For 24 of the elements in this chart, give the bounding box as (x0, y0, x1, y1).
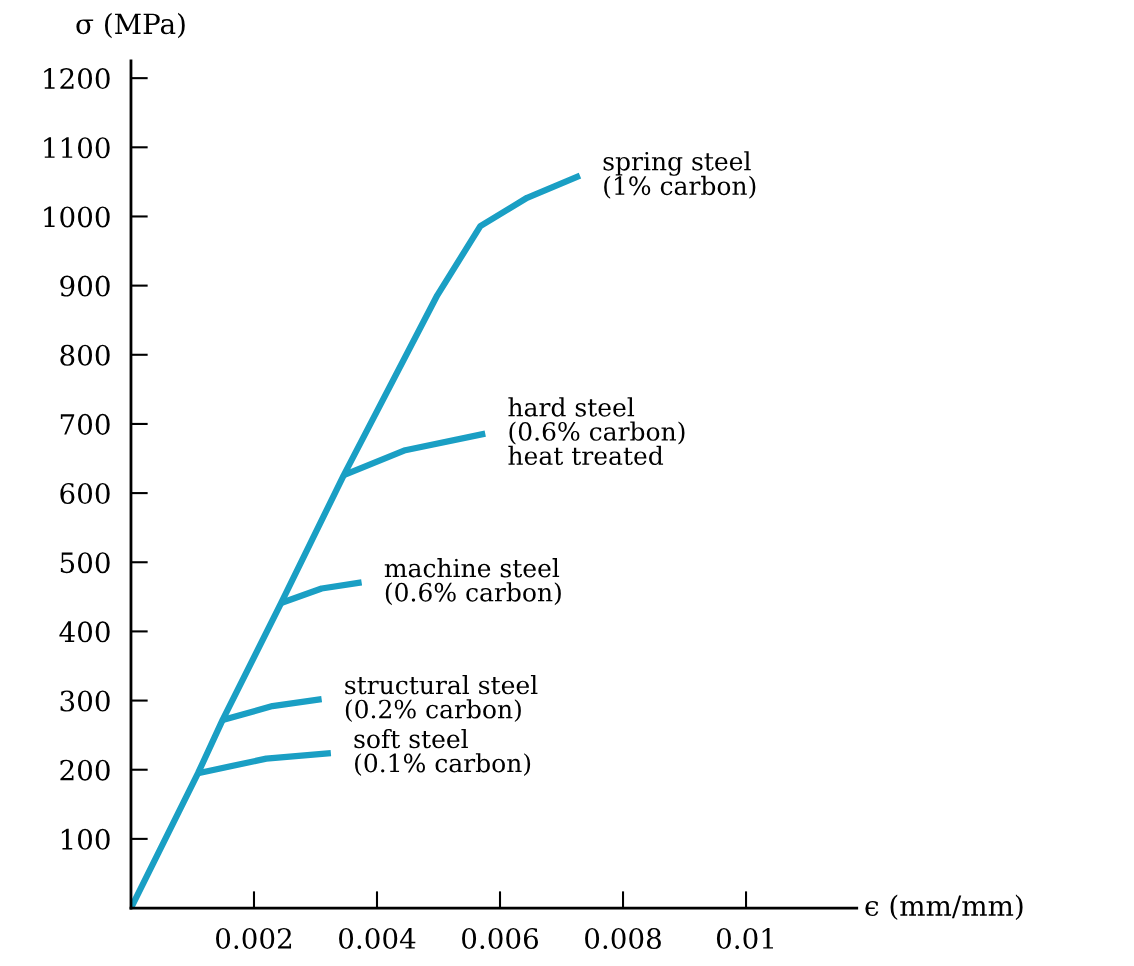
y-tick-label: 1100 (44, 137, 110, 159)
x-tick-label: 0.01 (716, 927, 774, 949)
x-tick-label: 0.004 (339, 927, 416, 949)
x-axis-title: ϵ (mm/mm) (865, 894, 1023, 921)
y-tick-label: 500 (60, 552, 110, 574)
series-label: soft steel (0.1% carbon) (354, 728, 531, 777)
y-tick-label: 400 (59, 621, 110, 643)
y-tick-label: 1200 (44, 68, 110, 90)
y-tick-label: 300 (60, 690, 110, 712)
y-tick-label: 1000 (44, 206, 110, 228)
x-tick-label: 0.008 (585, 927, 661, 949)
y-tick-label: 100 (61, 828, 110, 850)
series-label: hard steel (0.6% carbon) heat treated (508, 397, 685, 466)
y-tick-label: 900 (60, 275, 110, 297)
x-tick-label: 0.006 (462, 927, 539, 949)
y-tick-label: 700 (60, 413, 110, 435)
y-axis-title: σ (MPa) (76, 12, 185, 39)
y-tick-label: 600 (60, 483, 110, 505)
series-label: structural steel (0.2% carbon) (345, 674, 538, 723)
y-tick-label: 800 (60, 344, 110, 366)
y-tick-label: 200 (60, 759, 110, 781)
x-tick-label: 0.002 (216, 927, 292, 949)
series-label: machine steel (0.6% carbon) (384, 558, 561, 606)
series-label: spring steel (1% carbon) (603, 151, 756, 199)
